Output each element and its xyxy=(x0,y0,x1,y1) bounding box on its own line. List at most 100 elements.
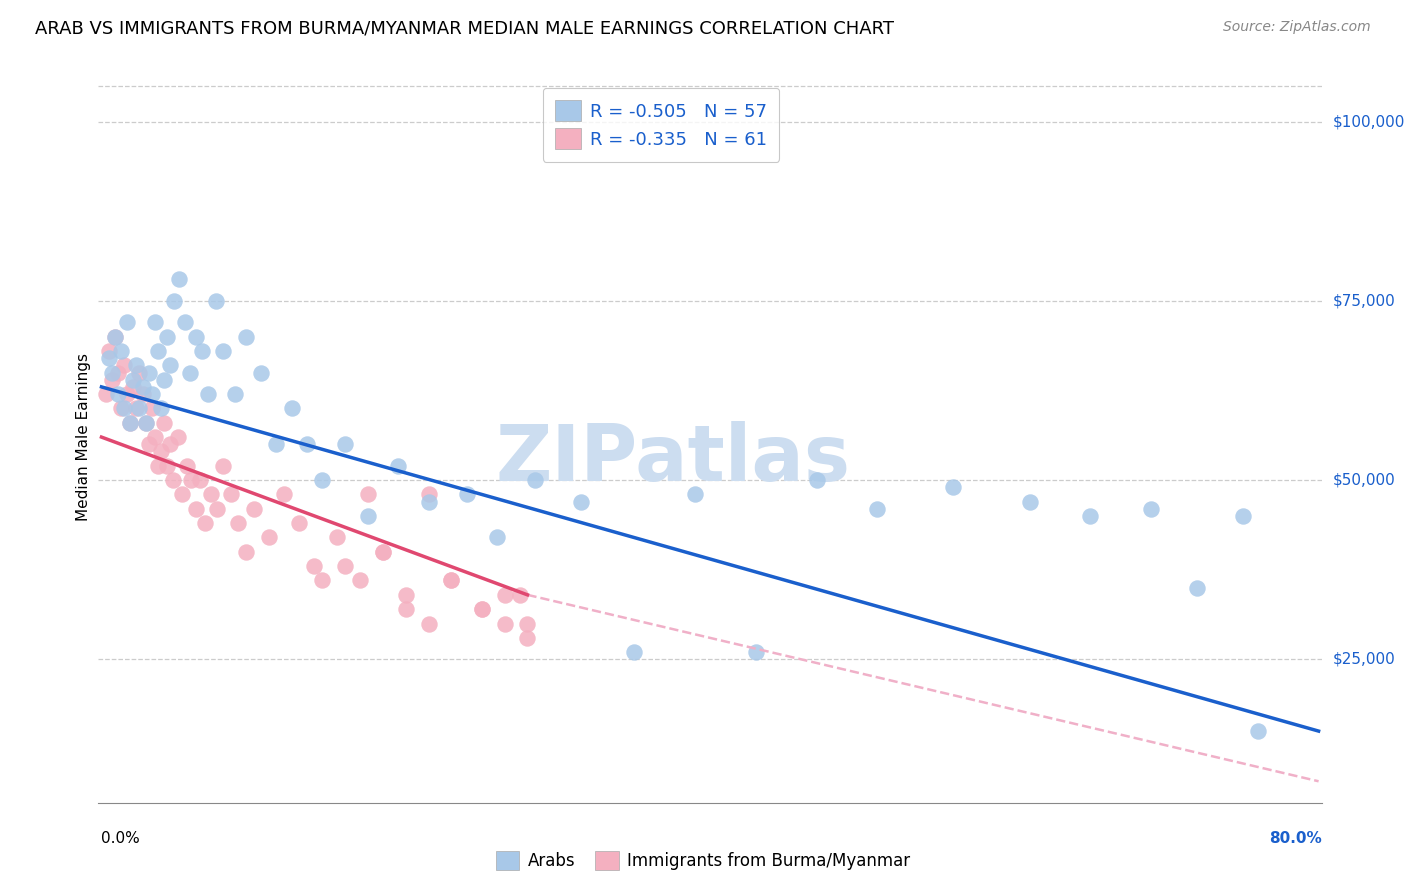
Point xyxy=(143,430,166,444)
Point xyxy=(494,616,516,631)
Point xyxy=(266,437,288,451)
Point xyxy=(135,416,157,430)
Point xyxy=(143,315,166,329)
Point xyxy=(162,473,184,487)
Point xyxy=(159,359,181,373)
Text: Source: ZipAtlas.com: Source: ZipAtlas.com xyxy=(1223,20,1371,34)
Point xyxy=(371,545,394,559)
Point xyxy=(98,344,121,359)
Point xyxy=(117,315,139,329)
Point xyxy=(1018,494,1040,508)
Point xyxy=(683,487,706,501)
Point xyxy=(204,293,226,308)
Point xyxy=(125,359,148,373)
Point xyxy=(166,430,188,444)
Point xyxy=(456,487,478,501)
Point xyxy=(128,366,150,380)
Point xyxy=(117,387,139,401)
Point xyxy=(125,401,148,416)
Point xyxy=(107,366,129,380)
Point xyxy=(141,401,163,416)
Point xyxy=(146,458,169,473)
Point xyxy=(191,344,214,359)
Point xyxy=(131,387,153,401)
Point xyxy=(146,344,169,359)
Point xyxy=(250,366,273,380)
Point xyxy=(418,616,440,631)
Point xyxy=(1185,581,1208,595)
Point xyxy=(131,380,153,394)
Point xyxy=(212,458,235,473)
Point xyxy=(1232,508,1254,523)
Point xyxy=(120,416,142,430)
Point xyxy=(486,531,509,545)
Text: 80.0%: 80.0% xyxy=(1268,830,1322,846)
Point xyxy=(104,329,127,343)
Point xyxy=(418,494,440,508)
Point xyxy=(1247,724,1270,739)
Point xyxy=(304,559,326,574)
Point xyxy=(333,437,356,451)
Point xyxy=(440,574,463,588)
Text: $50,000: $50,000 xyxy=(1333,473,1396,488)
Point xyxy=(440,574,463,588)
Point xyxy=(516,631,538,645)
Point xyxy=(569,494,592,508)
Y-axis label: Median Male Earnings: Median Male Earnings xyxy=(76,353,91,521)
Point xyxy=(128,401,150,416)
Point xyxy=(494,588,516,602)
Point xyxy=(112,359,135,373)
Point xyxy=(101,373,124,387)
Point xyxy=(288,516,311,530)
Point xyxy=(156,329,179,343)
Point xyxy=(235,545,257,559)
Point xyxy=(273,487,295,501)
Point xyxy=(149,401,172,416)
Point xyxy=(163,293,186,308)
Point xyxy=(212,344,235,359)
Point xyxy=(371,545,394,559)
Point xyxy=(326,531,349,545)
Point xyxy=(311,574,333,588)
Point xyxy=(138,366,160,380)
Point xyxy=(135,416,157,430)
Point xyxy=(349,574,371,588)
Point xyxy=(110,344,132,359)
Point xyxy=(295,437,318,451)
Point xyxy=(153,373,176,387)
Text: $100,000: $100,000 xyxy=(1333,114,1405,129)
Point xyxy=(205,501,228,516)
Point xyxy=(167,272,190,286)
Text: $75,000: $75,000 xyxy=(1333,293,1396,309)
Point xyxy=(179,366,201,380)
Point xyxy=(744,645,766,659)
Point xyxy=(184,501,207,516)
Point xyxy=(471,602,494,616)
Point xyxy=(138,437,160,451)
Point xyxy=(122,373,145,387)
Point xyxy=(395,588,418,602)
Point xyxy=(224,387,246,401)
Point xyxy=(159,437,181,451)
Point xyxy=(280,401,302,416)
Point xyxy=(174,315,197,329)
Point xyxy=(1140,501,1163,516)
Point xyxy=(180,473,202,487)
Point xyxy=(1080,508,1102,523)
Point xyxy=(806,473,828,487)
Point xyxy=(200,487,222,501)
Text: $25,000: $25,000 xyxy=(1333,652,1396,667)
Point xyxy=(516,616,538,631)
Point xyxy=(942,480,965,494)
Point xyxy=(110,401,132,416)
Text: 0.0%: 0.0% xyxy=(101,830,141,846)
Point xyxy=(153,416,176,430)
Point xyxy=(94,387,117,401)
Legend: Arabs, Immigrants from Burma/Myanmar: Arabs, Immigrants from Burma/Myanmar xyxy=(489,844,917,877)
Point xyxy=(333,559,356,574)
Point xyxy=(524,473,547,487)
Point xyxy=(623,645,645,659)
Point xyxy=(176,458,198,473)
Point xyxy=(122,380,145,394)
Text: ZIPatlas: ZIPatlas xyxy=(496,421,851,497)
